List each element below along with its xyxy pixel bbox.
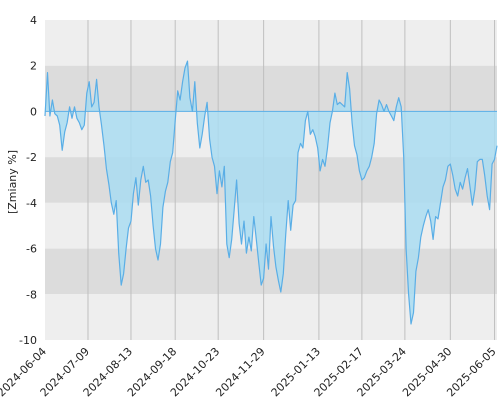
y-tick-label: 2 bbox=[30, 60, 37, 73]
y-axis-title: [Zmiany %] bbox=[6, 150, 19, 214]
y-tick-label: 4 bbox=[30, 14, 37, 27]
y-tick-label: -2 bbox=[26, 151, 37, 164]
y-tick-label: -4 bbox=[26, 197, 37, 210]
background-band bbox=[45, 20, 497, 66]
series-line bbox=[44, 60, 498, 325]
y-tick-label: -10 bbox=[19, 334, 37, 347]
y-tick-label: -6 bbox=[26, 243, 37, 256]
x-axis-ticks: 2024-06-042024-07-092024-08-132024-09-18… bbox=[0, 345, 499, 399]
y-axis-ticks: 4 2 0 -2 -4 -6 -8 -10 bbox=[19, 14, 37, 347]
y-tick-label: 0 bbox=[30, 105, 37, 118]
series-area-layer bbox=[44, 60, 498, 325]
x-tick-label: 2024-11-29 bbox=[213, 345, 267, 399]
background-band bbox=[45, 248, 497, 295]
y-tick-label: -8 bbox=[26, 288, 37, 301]
background-band bbox=[45, 294, 497, 340]
background-band bbox=[45, 65, 497, 112]
